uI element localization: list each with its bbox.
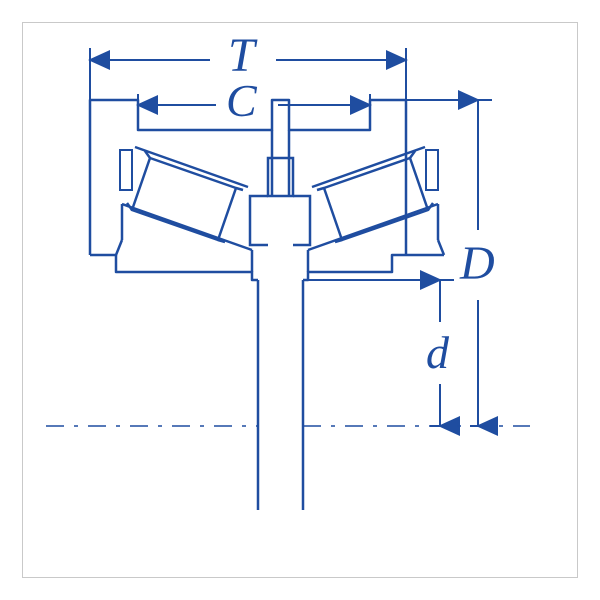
label-D: D bbox=[460, 236, 495, 291]
label-C: C bbox=[226, 74, 257, 127]
label-d: d bbox=[426, 326, 449, 379]
bearing-diagram bbox=[0, 0, 600, 600]
side-clips bbox=[120, 150, 438, 190]
center-block bbox=[250, 130, 310, 272]
